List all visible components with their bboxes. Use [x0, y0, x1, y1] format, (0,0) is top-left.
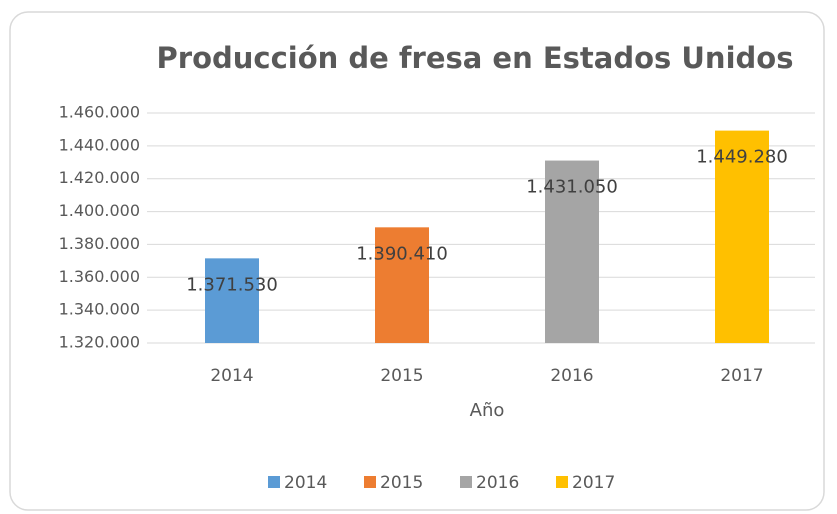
bar [545, 160, 599, 343]
legend-label: 2017 [572, 473, 615, 493]
y-tick-label: 1.380.000 [59, 234, 140, 253]
y-tick-label: 1.440.000 [59, 135, 140, 154]
value-label: 1.431.050 [526, 177, 618, 198]
y-tick-label: 1.420.000 [59, 168, 140, 187]
value-label: 1.371.530 [186, 274, 278, 295]
y-tick-label: 1.340.000 [59, 300, 140, 319]
bar [375, 227, 429, 343]
legend-swatch [364, 476, 376, 488]
value-label: 1.449.280 [696, 147, 788, 168]
legend-label: 2014 [284, 473, 327, 493]
y-tick-label: 1.460.000 [59, 103, 140, 122]
x-tick-label: 2016 [550, 366, 593, 386]
bar [715, 130, 769, 343]
x-axis-label: Año [470, 400, 505, 421]
legend-label: 2015 [380, 473, 423, 493]
value-label: 1.390.410 [356, 243, 448, 264]
y-tick-label: 1.320.000 [59, 333, 140, 352]
x-tick-label: 2014 [210, 366, 253, 386]
legend-swatch [556, 476, 568, 488]
y-tick-label: 1.400.000 [59, 201, 140, 220]
legend-swatch [268, 476, 280, 488]
legend-swatch [460, 476, 472, 488]
y-tick-label: 1.360.000 [59, 267, 140, 286]
bar [205, 258, 259, 343]
chart-title: Producción de fresa en Estados Unidos [157, 41, 794, 75]
x-tick-label: 2017 [720, 366, 763, 386]
x-tick-label: 2015 [380, 366, 423, 386]
legend-label: 2016 [476, 473, 519, 493]
